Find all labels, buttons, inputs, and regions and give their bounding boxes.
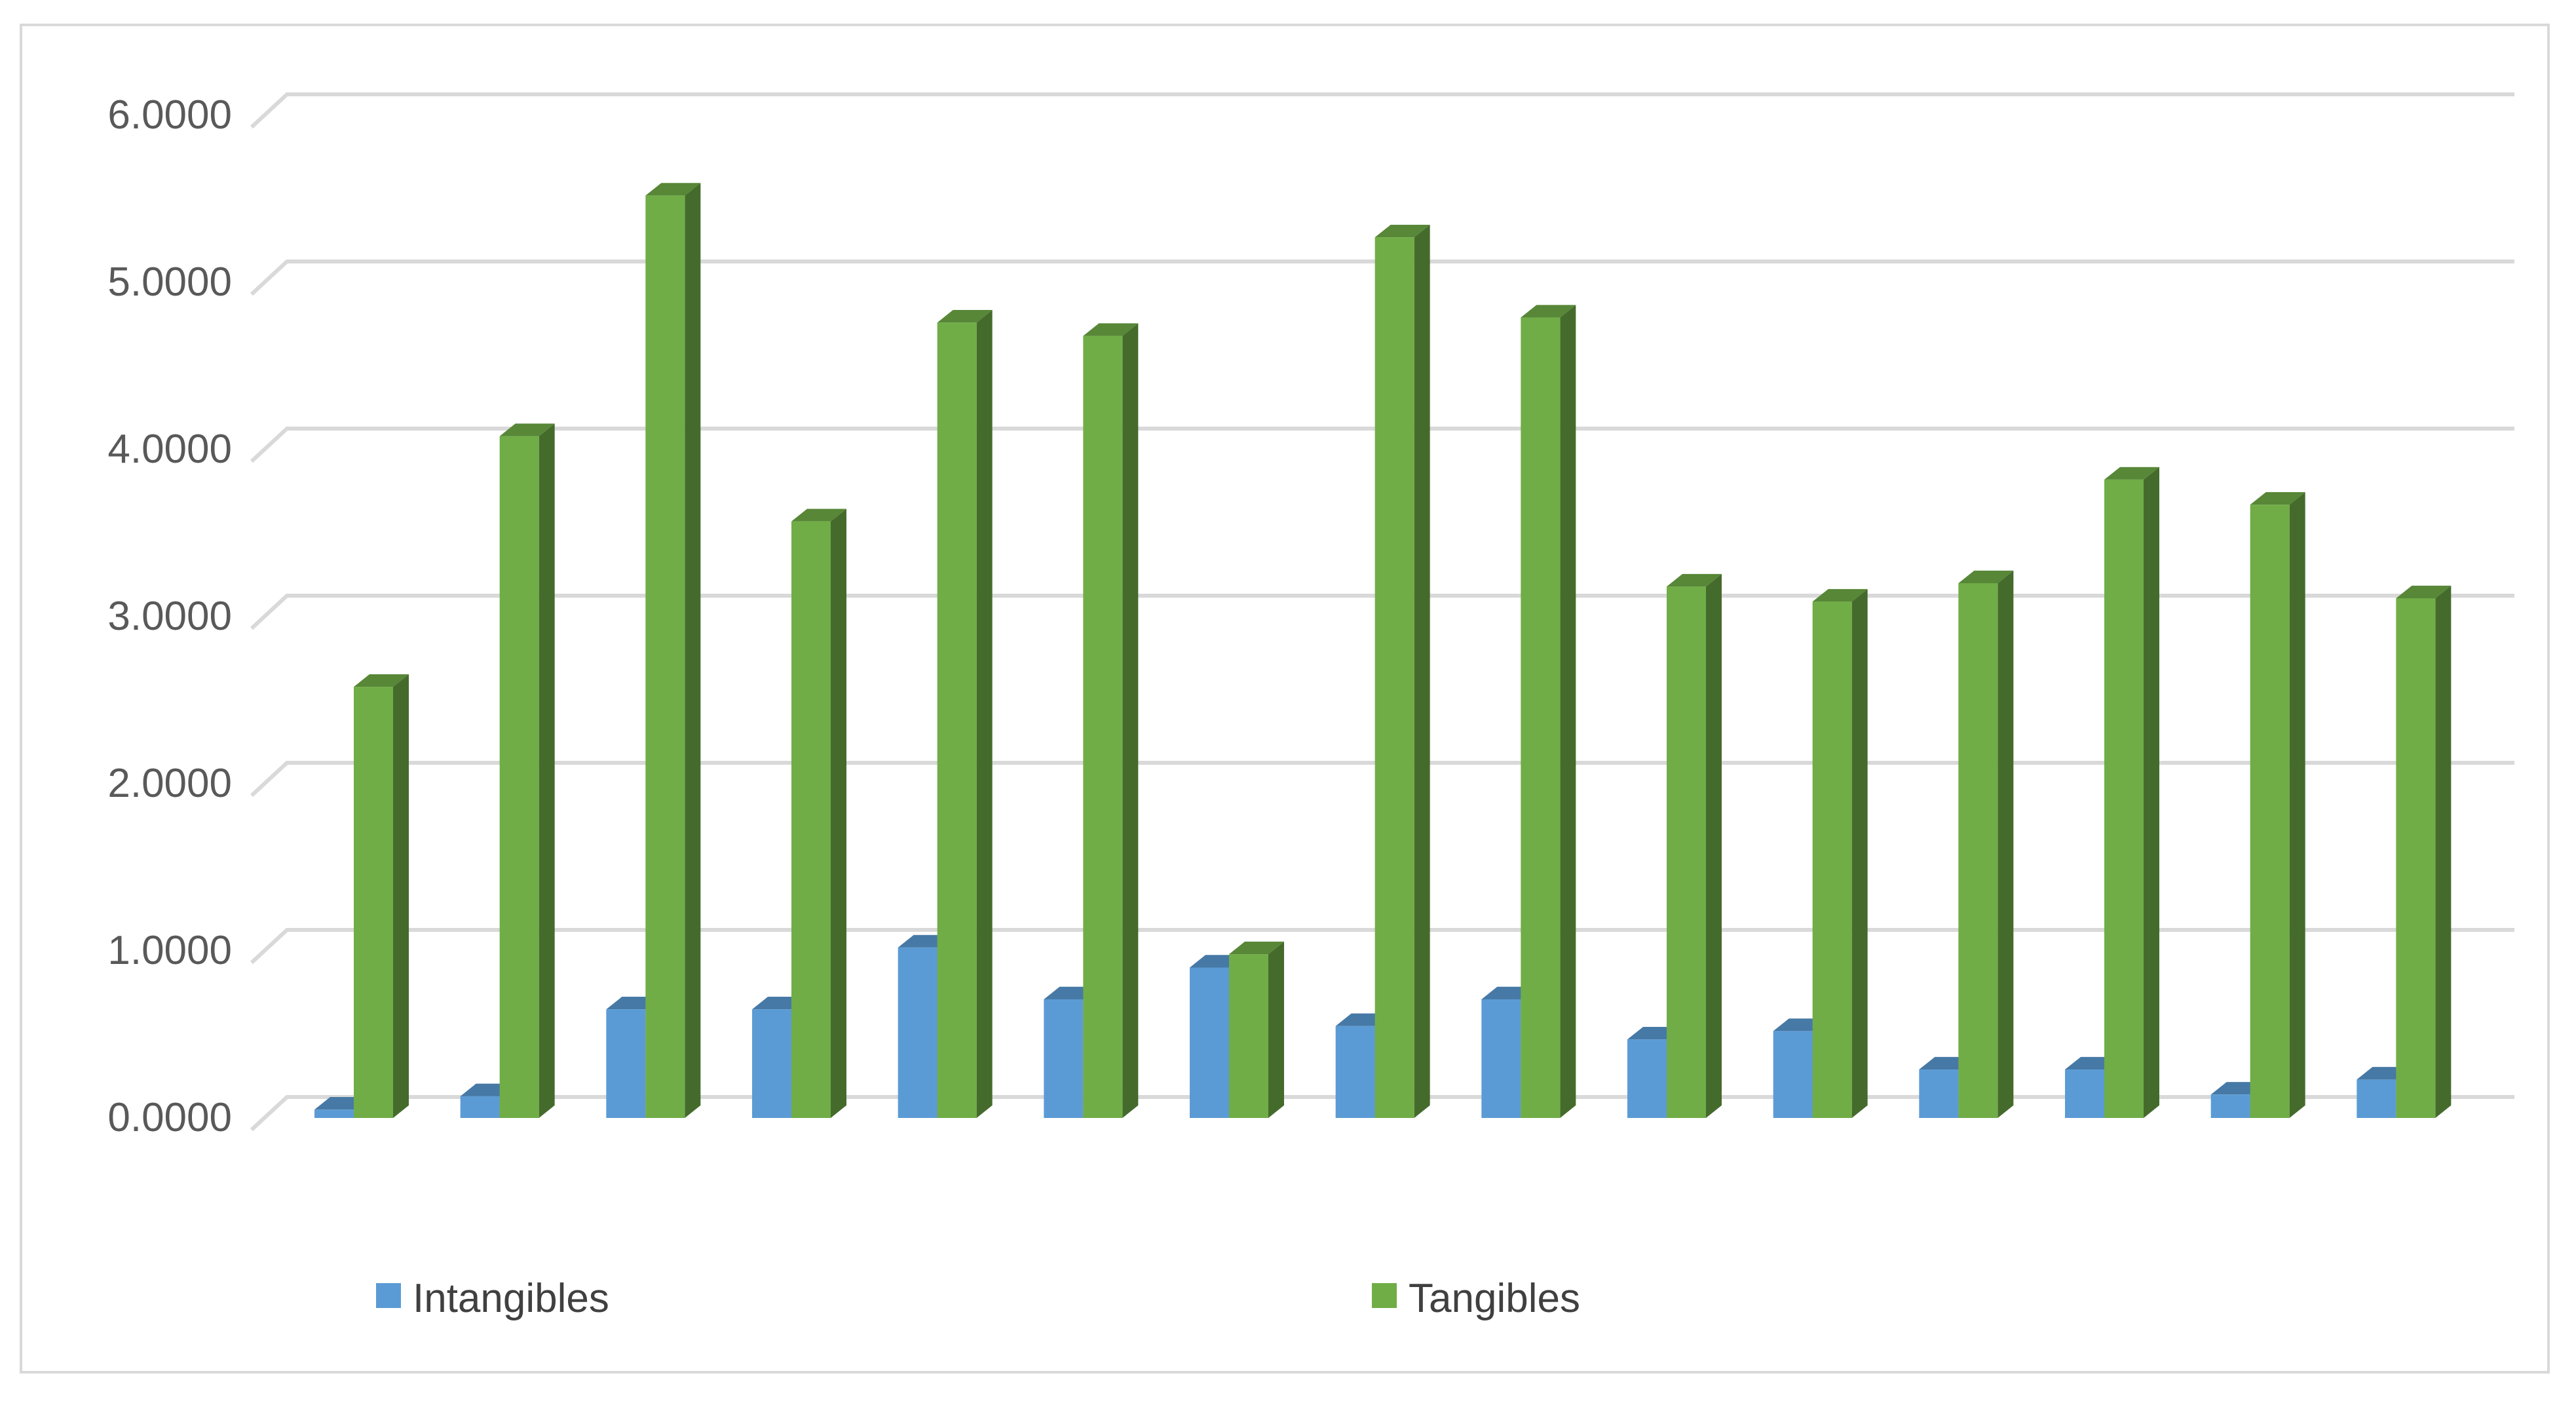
bar-front: [314, 1109, 354, 1118]
bar-tangibles-12: [1958, 570, 2014, 1118]
bar-side: [1122, 323, 1139, 1118]
bar-front: [1667, 587, 1706, 1118]
bar-front: [1481, 999, 1521, 1118]
bar-front: [1335, 1026, 1375, 1118]
gridline: [250, 92, 2514, 129]
y-tick-label: 6.0000: [107, 92, 232, 138]
bar-top: [937, 310, 993, 323]
bar-chart: 0.0000 1.0000 2.0000 3.0000 4.0000 5.0000 6.00…: [107, 92, 2514, 1321]
bar-top: [1521, 305, 1576, 318]
legend-label-tangibles: Tangibles: [1409, 1276, 1580, 1321]
bar-tangibles-5: [937, 310, 993, 1119]
bar-tangibles-15: [2396, 585, 2452, 1118]
bar-tangibles-11: [1812, 588, 1868, 1118]
y-tick-label: 3.0000: [107, 594, 232, 639]
bar-front: [752, 1009, 791, 1118]
bar-front: [2104, 479, 2144, 1118]
bar-front: [1374, 237, 1414, 1118]
bar-top: [1374, 224, 1430, 238]
bar-top: [499, 423, 555, 436]
bar-front: [2210, 1094, 2250, 1118]
bar-front: [937, 322, 977, 1119]
bar-front: [2396, 598, 2436, 1118]
y-axis-tick-labels: 0.0000 1.0000 2.0000 3.0000 4.0000 5.0000 6.00…: [107, 92, 232, 1140]
bar-side: [1268, 941, 1284, 1118]
bar-front: [1083, 336, 1123, 1118]
bar-top: [354, 674, 409, 687]
bar-front: [1958, 583, 1998, 1118]
bar-front: [1627, 1039, 1667, 1118]
bar-side: [393, 674, 409, 1118]
chart-frame: 0.0000 1.0000 2.0000 3.0000 4.0000 5.0000 6.00…: [20, 24, 2550, 1374]
bars: [314, 183, 2452, 1119]
bar-side: [1706, 573, 1722, 1118]
legend-swatch-intangibles: [376, 1283, 401, 1308]
bar-tangibles-7: [1229, 941, 1284, 1118]
bar-top: [1958, 570, 2014, 583]
bar-side: [1414, 224, 1430, 1119]
bar-front: [1229, 954, 1268, 1118]
bar-front: [1521, 317, 1561, 1118]
bar-top: [2104, 467, 2159, 480]
bar-side: [1560, 305, 1576, 1119]
bar-front: [1773, 1031, 1813, 1118]
y-tick-label: 0.0000: [107, 1095, 232, 1140]
bar-tangibles-8: [1374, 224, 1430, 1119]
bar-top: [1229, 941, 1284, 955]
bar-front: [791, 521, 831, 1118]
bar-front: [2357, 1079, 2396, 1118]
y-tick-label: 5.0000: [107, 260, 232, 305]
bar-top: [645, 183, 701, 196]
bar-front: [354, 687, 393, 1118]
bar-side: [2144, 467, 2159, 1118]
bar-top: [2396, 585, 2452, 598]
bar-front: [898, 947, 938, 1118]
bar-side: [685, 183, 701, 1119]
gridline: [250, 427, 2514, 463]
bar-front: [1044, 999, 1084, 1118]
bar-front: [606, 1009, 646, 1118]
y-tick-label: 4.0000: [107, 427, 232, 472]
bar-tangibles-6: [1083, 323, 1139, 1118]
bar-tangibles-2: [499, 423, 555, 1118]
bar-side: [1851, 588, 1868, 1118]
gridlines: [250, 92, 2514, 1132]
bar-front: [2250, 505, 2290, 1118]
bar-front: [645, 195, 685, 1118]
bar-side: [976, 310, 993, 1118]
gridline: [250, 260, 2514, 296]
bar-front: [1812, 602, 1852, 1118]
bar-front: [460, 1096, 500, 1118]
bar-top: [791, 509, 846, 522]
bar-side: [1998, 570, 2014, 1118]
bar-top: [2250, 491, 2305, 505]
bar-tangibles-1: [354, 674, 409, 1118]
y-tick-label: 2.0000: [107, 761, 232, 806]
bar-top: [1812, 588, 1868, 602]
bar-tangibles-9: [1521, 305, 1576, 1119]
legend: Intangibles Tangibles: [376, 1276, 1580, 1321]
legend-swatch-tangibles: [1372, 1283, 1397, 1308]
bar-front: [1190, 967, 1229, 1118]
gridline: [250, 594, 2514, 630]
bar-side: [2289, 491, 2305, 1118]
bar-tangibles-10: [1667, 573, 1722, 1118]
gridline: [250, 1095, 2514, 1132]
bar-top: [1083, 323, 1139, 336]
bar-front: [499, 436, 539, 1118]
bar-side: [2435, 585, 2452, 1118]
bar-top: [1667, 573, 1722, 587]
bar-front: [2065, 1069, 2104, 1118]
bar-side: [831, 509, 846, 1118]
legend-label-intangibles: Intangibles: [413, 1276, 609, 1321]
bar-side: [539, 423, 555, 1118]
bar-tangibles-14: [2250, 491, 2305, 1118]
bar-tangibles-3: [645, 183, 701, 1119]
y-tick-label: 1.0000: [107, 928, 232, 973]
bar-front: [1919, 1069, 1959, 1118]
gridline: [250, 928, 2514, 965]
bar-tangibles-4: [791, 509, 846, 1118]
gridline: [250, 761, 2514, 798]
bar-tangibles-13: [2104, 467, 2159, 1118]
